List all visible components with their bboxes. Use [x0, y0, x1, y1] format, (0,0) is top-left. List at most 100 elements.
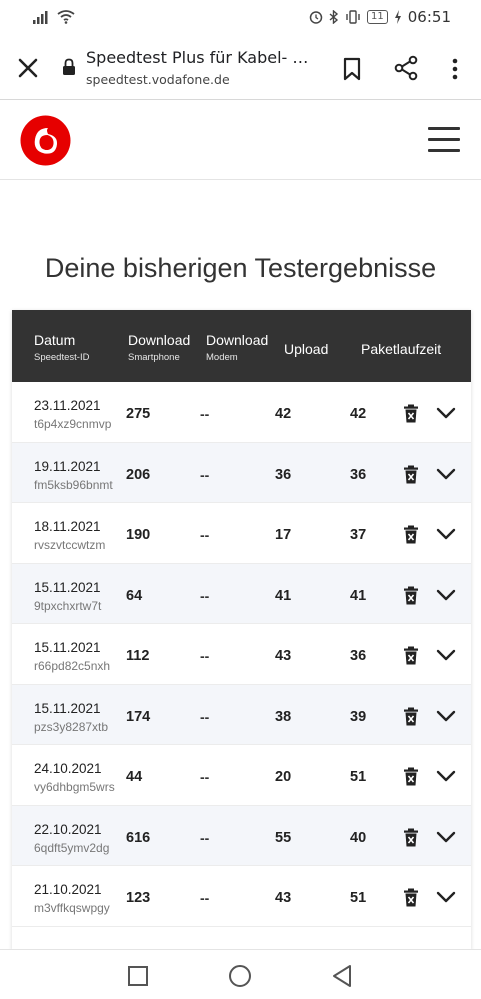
status-time: 06:51: [407, 8, 451, 26]
row-speedtest-id: pzs3y8287xtb: [34, 719, 109, 734]
row-ping: 36: [350, 466, 367, 483]
header-date: Datum Speedtest-ID: [34, 332, 89, 363]
row-date: 19.11.2021: [34, 458, 101, 474]
chevron-down-icon[interactable]: [436, 769, 456, 783]
row-speedtest-id: 6qdft5ymv2dg: [34, 840, 110, 855]
page-title: Deine bisherigen Testergebnisse: [44, 253, 437, 283]
row-download-modem: --: [200, 648, 210, 664]
back-icon[interactable]: [330, 964, 354, 988]
row-date: 15.11.2021: [34, 640, 101, 655]
browser-toolbar: Speedtest Plus für Kabel- und DSL-Anschl…: [0, 36, 481, 100]
row-speedtest-id: t6p4xz9cnmvp: [34, 417, 112, 431]
menu-bar-icon: [428, 149, 460, 152]
row-download-modem: --: [200, 527, 210, 543]
chevron-down-icon[interactable]: [436, 648, 456, 662]
row-upload: 43: [275, 890, 292, 906]
close-icon[interactable]: [14, 54, 42, 82]
delete-icon[interactable]: [403, 465, 419, 484]
vodafone-logo[interactable]: [20, 115, 71, 166]
delete-icon[interactable]: [403, 586, 419, 605]
header-date-label: Datum: [34, 332, 76, 348]
row-upload: 43: [275, 648, 292, 664]
row-download-phone: 123: [126, 890, 151, 906]
row-date: 24.10.2021: [34, 761, 102, 776]
row-date: 18.11.2021: [34, 519, 101, 534]
table-row[interactable]: 18.11.2021 rvszvtccwtzm 190 -- 17 37: [12, 503, 471, 564]
row-upload: 38: [275, 708, 292, 725]
chevron-down-icon[interactable]: [436, 467, 456, 481]
row-ping: 42: [350, 406, 367, 422]
row-date: 22.10.2021: [34, 821, 102, 837]
chevron-down-icon[interactable]: [436, 406, 456, 420]
chevron-down-icon[interactable]: [436, 830, 456, 844]
home-icon[interactable]: [228, 964, 252, 988]
page-tab-title[interactable]: Speedtest Plus für Kabel- und DSL-Anschl…: [86, 48, 318, 67]
status-right: 11 06:51: [309, 8, 451, 26]
status-bar: 11 06:51: [0, 0, 481, 36]
table-row[interactable]: 23.11.2021 t6p4xz9cnmvp 275 -- 42 42: [12, 382, 471, 443]
row-upload: 17: [275, 527, 292, 543]
row-speedtest-id: 9tpxchxrtw7t: [34, 598, 102, 613]
delete-icon[interactable]: [403, 707, 419, 726]
table-row[interactable]: 21.10.2021 m3vffkqswpgy 123 -- 43 51: [12, 866, 471, 927]
menu-bar-icon: [428, 138, 460, 141]
row-date: 15.11.2021: [34, 700, 101, 716]
share-icon[interactable]: [393, 54, 419, 82]
row-download-phone: 112: [126, 648, 150, 664]
row-download-modem: --: [200, 708, 210, 725]
row-ping: 39: [350, 708, 367, 725]
header-upload-label: Upload: [284, 341, 329, 357]
row-date: 21.10.2021: [34, 882, 102, 897]
charging-icon: [394, 10, 401, 24]
delete-icon[interactable]: [403, 525, 419, 544]
row-download-modem: --: [200, 406, 210, 422]
table-row[interactable]: 15.11.2021 r66pd82c5nxh 112 -- 43 36: [12, 624, 471, 685]
row-download-modem: --: [200, 829, 210, 846]
table-row[interactable]: 15.11.2021 9tpxchxrtw7t 64 -- 41 41: [12, 563, 471, 624]
row-ping: 51: [350, 769, 367, 785]
header-download-phone: Download Smartphone: [128, 332, 190, 363]
row-ping: 40: [350, 829, 367, 846]
recents-icon[interactable]: [126, 964, 150, 988]
row-speedtest-id: vy6dhbgm5wrs: [34, 780, 115, 794]
row-ping: 36: [350, 648, 367, 664]
row-upload: 42: [275, 406, 292, 422]
bookmark-icon[interactable]: [340, 56, 364, 82]
chevron-down-icon[interactable]: [436, 588, 456, 602]
table-row[interactable]: 15.11.2021 pzs3y8287xtb 174 -- 38 39: [12, 684, 471, 745]
chevron-down-icon[interactable]: [436, 709, 456, 723]
row-speedtest-id: rvszvtccwtzm: [34, 538, 106, 552]
delete-icon[interactable]: [403, 404, 419, 423]
row-upload: 36: [275, 466, 292, 483]
header-download-modem: Download Modem: [206, 332, 268, 363]
header-ping: Paketlaufzeit: [361, 341, 441, 357]
header-download-phone-sublabel: Smartphone: [128, 352, 180, 363]
menu-bar-icon: [428, 127, 460, 130]
results-table: Datum Speedtest-ID Download Smartphone D…: [12, 310, 471, 950]
page-url[interactable]: speedtest.vodafone.de: [86, 72, 230, 87]
row-date: 15.11.2021: [34, 579, 101, 595]
delete-icon[interactable]: [403, 646, 419, 665]
menu-button[interactable]: [428, 127, 460, 153]
more-menu-icon[interactable]: [443, 56, 467, 82]
system-nav-bar: [0, 949, 481, 999]
delete-icon[interactable]: [403, 828, 419, 847]
chevron-down-icon[interactable]: [436, 890, 456, 904]
row-download-phone: 616: [126, 829, 151, 846]
table-row[interactable]: 24.10.2021 vy6dhbgm5wrs 44 -- 20 51: [12, 745, 471, 806]
row-download-phone: 206: [126, 466, 151, 483]
bluetooth-icon: [329, 10, 339, 24]
row-download-modem: --: [200, 587, 210, 604]
delete-icon[interactable]: [403, 767, 419, 786]
row-date: 23.11.2021: [34, 398, 101, 413]
chevron-down-icon[interactable]: [436, 527, 456, 541]
delete-icon[interactable]: [403, 888, 419, 907]
row-download-phone: 44: [126, 769, 143, 785]
signal-icon: [33, 11, 48, 24]
row-download-phone: 174: [126, 708, 151, 725]
table-row[interactable]: 22.10.2021 6qdft5ymv2dg 616 -- 55 40: [12, 805, 471, 866]
status-left: [33, 10, 75, 24]
table-row[interactable]: 19.11.2021 fm5ksb96bnmt 206 -- 36 36: [12, 442, 471, 503]
site-header: [0, 100, 481, 180]
row-download-modem: --: [200, 769, 210, 785]
